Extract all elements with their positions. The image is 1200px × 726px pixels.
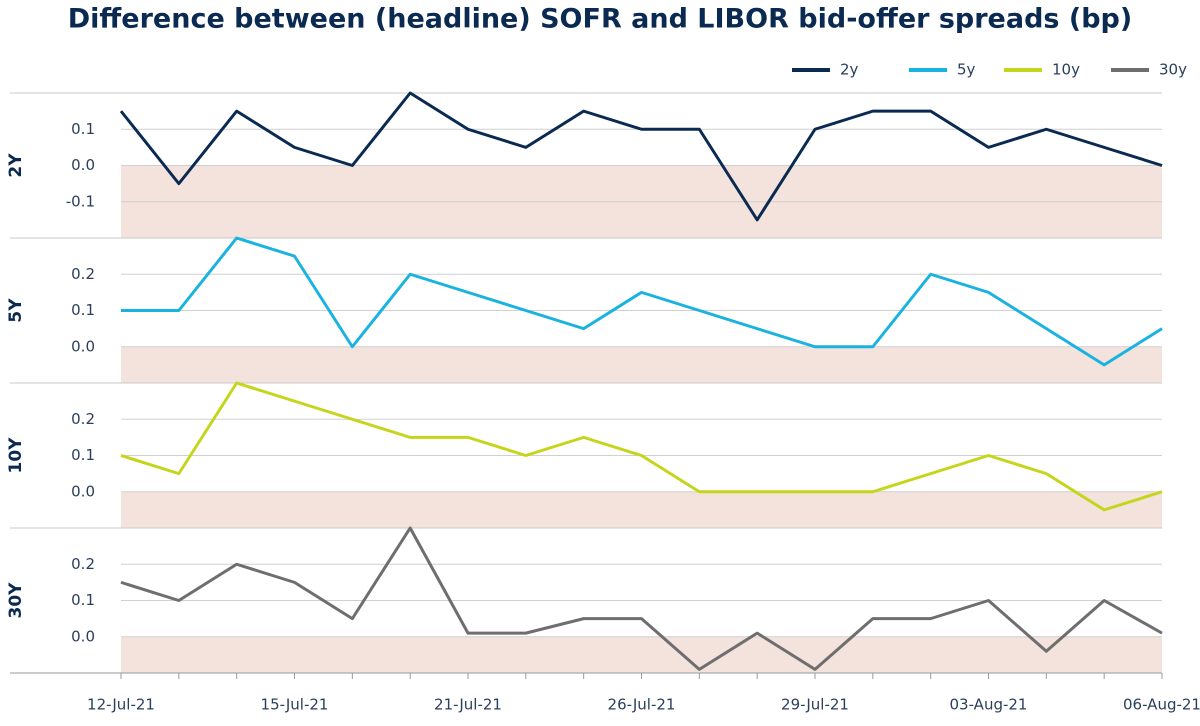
y-tick-label: 0.0 (71, 482, 95, 500)
chart-title: Difference between (headline) SOFR and L… (68, 4, 1132, 35)
panel-label: 2Y (6, 153, 26, 178)
y-tick-label: 0.1 (71, 301, 95, 319)
negative-zone (121, 346, 1162, 383)
legend-label: 10y (1052, 61, 1080, 79)
series-line (119, 91, 1163, 222)
y-tick-label: -0.1 (66, 192, 95, 210)
x-tick-label: 15-Jul-21 (261, 696, 329, 714)
legend-label: 5y (957, 61, 976, 79)
y-tick-label: 0.1 (71, 591, 95, 609)
y-tick-label: 0.0 (71, 627, 95, 645)
x-tick-label: 03-Aug-21 (950, 696, 1028, 714)
x-tick-label: 12-Jul-21 (87, 696, 155, 714)
series-line (120, 526, 1163, 671)
series-line (121, 236, 1163, 367)
legend-label: 2y (840, 61, 859, 79)
y-tick-label: 0.1 (71, 446, 95, 464)
negative-zone (121, 491, 1162, 528)
y-tick-label: 0.2 (71, 410, 95, 428)
legend-label: 30y (1159, 61, 1187, 79)
y-tick-label: 0.2 (71, 265, 95, 283)
panel-label: 5Y (6, 298, 26, 323)
panel-label: 30Y (6, 582, 26, 619)
y-tick-label: 0.2 (71, 555, 95, 573)
x-tick-label: 06-Aug-21 (1123, 696, 1200, 714)
x-tick-label: 29-Jul-21 (781, 696, 849, 714)
panel-label: 10Y (6, 437, 26, 474)
y-tick-label: 0.0 (71, 337, 95, 355)
series-line (120, 381, 1163, 512)
x-tick-label: 26-Jul-21 (608, 696, 676, 714)
y-tick-label: 0.1 (71, 120, 95, 138)
x-tick-label: 21-Jul-21 (434, 696, 502, 714)
negative-zone (121, 636, 1162, 673)
y-tick-label: 0.0 (71, 156, 95, 174)
